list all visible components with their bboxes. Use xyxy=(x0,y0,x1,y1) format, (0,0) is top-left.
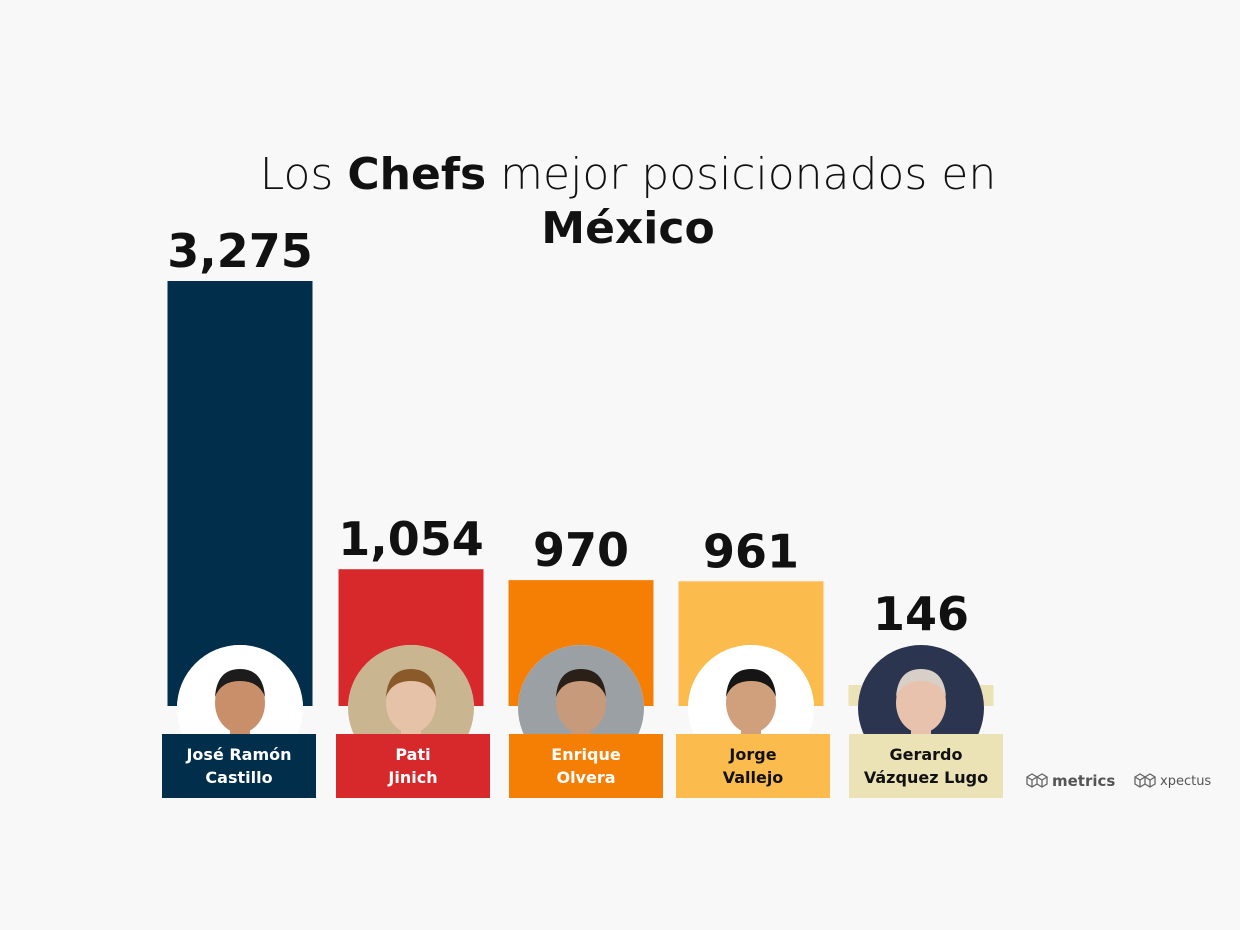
xpectus-logo-text: xpectus xyxy=(1160,773,1212,789)
metrics-logo-text: metrics xyxy=(1052,772,1116,790)
title-bold-chefs: Chefs xyxy=(347,149,487,200)
value-label-2: 1,054 xyxy=(338,512,484,566)
chef-name-line2: Vázquez Lugo xyxy=(863,768,989,787)
cube-icon xyxy=(1134,773,1156,788)
title-prefix: Los xyxy=(259,149,334,200)
title-line-2: México xyxy=(0,202,1240,256)
metrics-logo: metrics xyxy=(1026,772,1115,790)
chef-name-line1: Jorge xyxy=(729,745,777,764)
value-label-5: 146 xyxy=(873,587,969,641)
chart-title: Los Chefs mejor posicionados en México xyxy=(0,148,1240,256)
chef-name-box-3: Enrique Olvera xyxy=(509,734,663,798)
chef-name-line1: Enrique xyxy=(551,745,621,764)
chef-name-line2: Olvera xyxy=(556,768,616,787)
chef-name-line1: Gerardo xyxy=(889,745,963,764)
chef-name-line2: Vallejo xyxy=(722,768,784,787)
cube-icon xyxy=(1026,773,1048,788)
chef-name-line2: Jinich xyxy=(388,768,438,787)
chef-name-box-2: Pati Jinich xyxy=(336,734,490,798)
chef-name-line2: Castillo xyxy=(205,768,273,787)
title-line-1: Los Chefs mejor posicionados en xyxy=(0,148,1240,202)
value-label-3: 970 xyxy=(533,523,629,577)
xpectus-logo: xpectus xyxy=(1134,772,1211,790)
bar-1 xyxy=(167,281,313,706)
chef-name-line1: José Ramón xyxy=(186,745,292,764)
chef-name-box-1: José Ramón Castillo xyxy=(162,734,316,798)
value-label-1: 3,275 xyxy=(167,224,313,278)
chef-name-line1: Pati xyxy=(395,745,431,764)
title-middle: mejor posicionados en xyxy=(500,149,997,200)
chef-name-box-4: Jorge Vallejo xyxy=(676,734,830,798)
value-label-4: 961 xyxy=(703,524,799,578)
title-bold-mexico: México xyxy=(541,203,715,254)
chef-name-box-5: Gerardo Vázquez Lugo xyxy=(849,734,1003,798)
